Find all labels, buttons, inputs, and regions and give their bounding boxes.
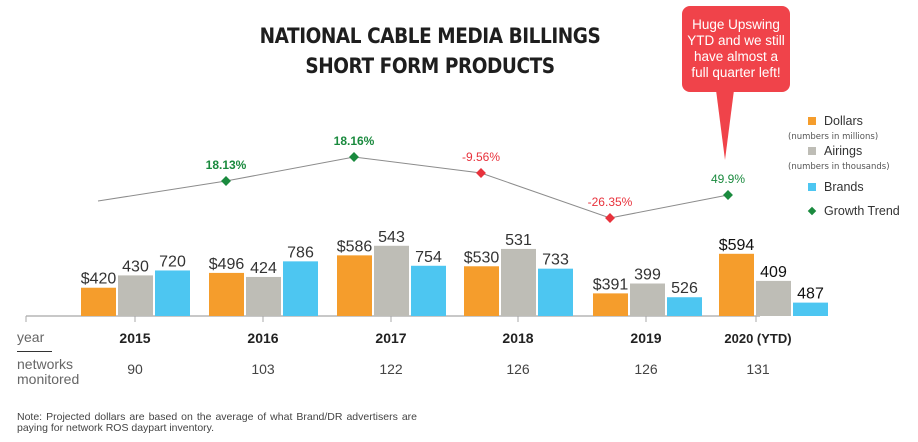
legend-label-growth: Growth Trend <box>824 204 900 218</box>
networks-value-2015: 90 <box>127 361 143 377</box>
x-tick-label-2019: 2019 <box>630 330 662 346</box>
bar-brands-2019 <box>667 297 702 316</box>
chart-title-line2: SHORT FORM PRODUCTS <box>305 54 555 78</box>
growth-label-2016: 18.13% <box>206 158 247 172</box>
data-label-dollars-2017: $586 <box>337 238 373 255</box>
legend-swatch-airings <box>808 147 816 155</box>
growth-label-2020-ytd: 49.9% <box>711 172 745 186</box>
callout-text: Huge Upswing YTD and we still have almos… <box>687 17 785 80</box>
data-label-brands-2017: 754 <box>415 249 442 266</box>
growth-label-2018: -9.56% <box>462 150 500 164</box>
data-label-airings-2019: 399 <box>634 267 661 284</box>
bar-airings-2020-ytd <box>756 280 791 316</box>
data-label-dollars-2016: $496 <box>209 256 245 273</box>
year-row-label: year <box>17 329 45 345</box>
bar-dollars-2020-ytd <box>719 253 754 316</box>
bar-airings-2017 <box>374 245 409 316</box>
data-label-dollars-2020-ytd: $594 <box>719 237 755 254</box>
networks-value-2017: 122 <box>379 361 403 377</box>
x-tick-label-2016: 2016 <box>247 330 279 346</box>
bar-dollars-2019 <box>593 293 628 316</box>
x-tick-label-2017: 2017 <box>375 330 407 346</box>
bar-dollars-2016 <box>209 272 244 316</box>
chart-title-line1: NATIONAL CABLE MEDIA BILLINGS <box>259 24 601 48</box>
legend-swatch-dollars <box>808 117 816 125</box>
bar-brands-2018 <box>538 268 573 316</box>
data-label-brands-2016: 786 <box>287 244 314 261</box>
data-label-brands-2020-ytd: 487 <box>797 286 824 303</box>
growth-trend-line <box>97 156 729 219</box>
bar-dollars-2015 <box>81 287 116 316</box>
growth-marker-2020-ytd <box>723 190 733 200</box>
legend-note-dollars: (numbers in millions) <box>788 132 879 142</box>
x-tick-label-2020-ytd: 2020 (YTD) <box>724 331 792 346</box>
callout-pointer <box>716 90 734 160</box>
data-label-airings-2016: 424 <box>250 260 277 277</box>
growth-marker-2017 <box>349 152 359 162</box>
data-label-dollars-2018: $530 <box>464 249 500 266</box>
networks-value-2019: 126 <box>634 361 658 377</box>
footnote: Note: Projected dollars are based on the… <box>17 411 417 434</box>
legend-note-airings: (numbers in thousands) <box>788 162 890 172</box>
growth-marker-2019 <box>605 213 615 223</box>
bar-dollars-2017 <box>337 255 372 316</box>
legend-swatch-brands <box>808 183 816 191</box>
data-label-airings-2017: 543 <box>378 229 405 246</box>
legend-label-dollars: Dollars <box>824 114 863 128</box>
bar-airings-2018 <box>501 248 536 316</box>
growth-marker-2018 <box>476 168 486 178</box>
networks-row-label: networks monitored <box>17 357 79 387</box>
bar-airings-2019 <box>630 283 665 316</box>
networks-row-label-line2: monitored <box>17 371 80 387</box>
data-label-dollars-2015: $420 <box>81 271 117 288</box>
bar-brands-2017 <box>411 265 446 316</box>
growth-marker-2016 <box>221 176 231 186</box>
data-label-brands-2018: 733 <box>542 252 569 269</box>
bar-dollars-2018 <box>464 266 499 316</box>
bar-airings-2015 <box>118 275 153 316</box>
x-tick-label-2018: 2018 <box>502 330 534 346</box>
data-label-brands-2015: 720 <box>159 253 186 270</box>
networks-row-label-line1: networks <box>17 356 74 372</box>
bar-brands-2015 <box>155 270 190 316</box>
networks-value-2020-ytd: 131 <box>746 361 770 377</box>
networks-value-2016: 103 <box>251 361 275 377</box>
data-label-airings-2018: 531 <box>505 232 532 249</box>
callout-bubble: Huge Upswing YTD and we still have almos… <box>682 6 790 92</box>
data-label-brands-2019: 526 <box>671 280 698 297</box>
legend-label-brands: Brands <box>824 180 864 194</box>
data-label-airings-2015: 430 <box>122 258 149 275</box>
bar-brands-2016 <box>283 261 318 316</box>
data-label-dollars-2019: $391 <box>593 276 629 293</box>
data-label-airings-2020-ytd: 409 <box>760 264 787 281</box>
bar-brands-2020-ytd <box>793 302 828 316</box>
growth-label-2017: 18.16% <box>334 134 375 148</box>
bar-airings-2016 <box>246 276 281 316</box>
legend-label-airings: Airings <box>824 144 863 158</box>
x-tick-label-2015: 2015 <box>119 330 151 346</box>
year-row-underline <box>17 351 52 352</box>
networks-value-2018: 126 <box>506 361 530 377</box>
growth-label-2019: -26.35% <box>588 195 633 209</box>
